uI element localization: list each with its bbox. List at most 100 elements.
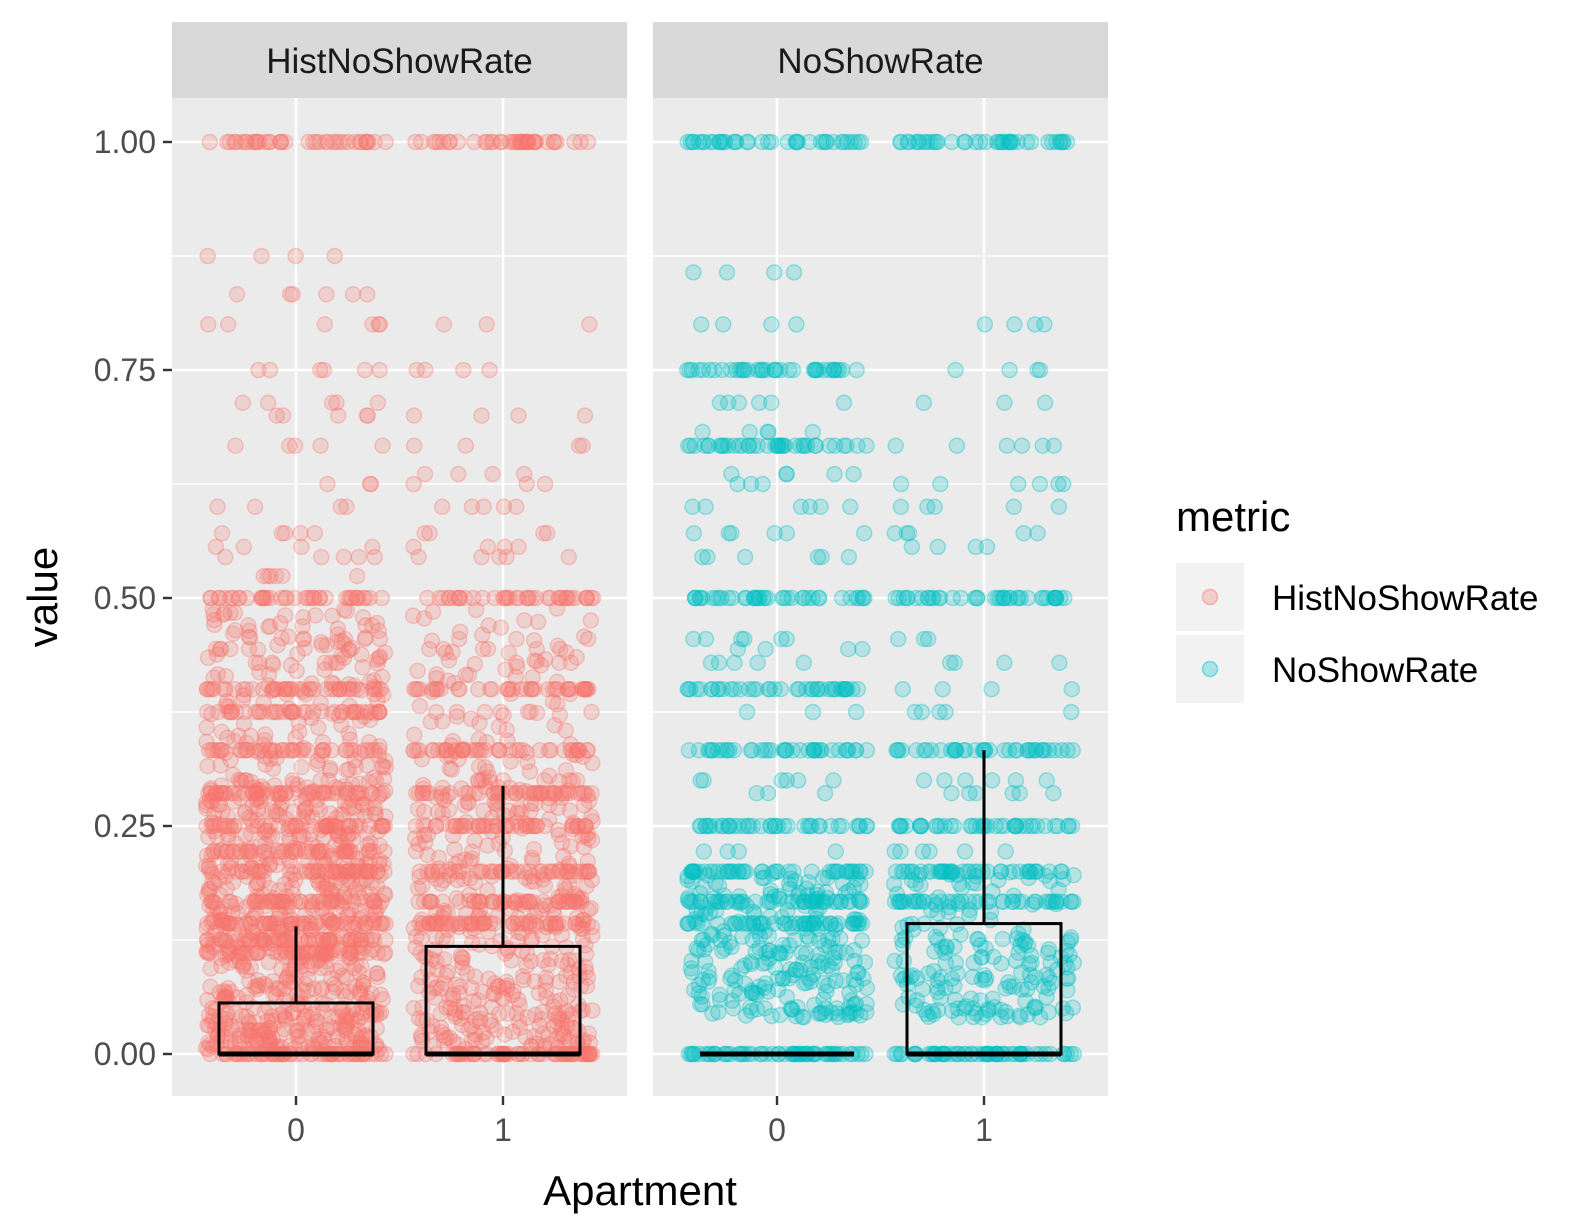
- point: [558, 1003, 576, 1020]
- point: [351, 910, 369, 928]
- point: [535, 866, 553, 883]
- point: [352, 944, 370, 962]
- point: [281, 852, 298, 870]
- point: [368, 614, 386, 632]
- point: [555, 847, 572, 865]
- point: [364, 915, 381, 932]
- point: [346, 978, 364, 995]
- point: [237, 680, 255, 698]
- point: [941, 654, 959, 672]
- point: [339, 1014, 357, 1031]
- point: [200, 784, 217, 802]
- point: [1050, 498, 1068, 516]
- point: [419, 846, 436, 864]
- point: [249, 971, 267, 989]
- point: [423, 632, 441, 649]
- point: [240, 1015, 258, 1032]
- point: [198, 847, 216, 864]
- point: [473, 407, 490, 424]
- point: [340, 941, 358, 959]
- point: [312, 843, 330, 860]
- point: [336, 794, 354, 811]
- point: [302, 783, 320, 801]
- point: [276, 942, 294, 960]
- point: [199, 931, 216, 949]
- legend-title: metric: [1176, 493, 1290, 540]
- point: [711, 394, 729, 412]
- point: [1029, 361, 1046, 379]
- point: [253, 778, 270, 795]
- point: [312, 361, 329, 379]
- point: [371, 361, 388, 379]
- point: [260, 133, 278, 151]
- point: [205, 1038, 222, 1055]
- point: [302, 589, 320, 607]
- point: [751, 939, 768, 957]
- point: [323, 884, 341, 902]
- point: [285, 865, 302, 883]
- point: [214, 911, 231, 928]
- point: [348, 1005, 365, 1022]
- point: [244, 797, 262, 815]
- point: [246, 1029, 264, 1047]
- point: [685, 630, 702, 648]
- point: [299, 808, 317, 826]
- x-tick-label: 1: [494, 1112, 512, 1148]
- point: [335, 843, 352, 860]
- point: [219, 915, 237, 932]
- point: [257, 915, 274, 932]
- point: [324, 941, 342, 958]
- point: [576, 407, 594, 424]
- point: [1017, 992, 1034, 1010]
- point: [272, 784, 289, 802]
- point: [892, 817, 909, 835]
- point: [312, 633, 330, 651]
- point: [298, 786, 316, 803]
- point: [955, 742, 973, 759]
- point: [943, 133, 961, 151]
- point: [248, 133, 266, 151]
- point: [492, 619, 510, 636]
- point: [263, 1008, 281, 1025]
- point: [217, 933, 235, 950]
- point: [469, 909, 487, 926]
- point: [283, 703, 301, 721]
- point: [228, 938, 246, 956]
- point: [230, 916, 247, 934]
- point: [333, 897, 350, 915]
- point: [275, 703, 292, 721]
- point: [217, 548, 234, 566]
- point: [256, 843, 273, 860]
- point: [220, 830, 237, 847]
- point: [323, 893, 340, 910]
- point: [289, 840, 307, 858]
- point: [540, 767, 558, 785]
- point: [714, 316, 732, 333]
- point: [316, 856, 334, 873]
- point: [258, 850, 276, 868]
- point: [309, 791, 326, 809]
- point: [351, 984, 369, 1001]
- point: [307, 857, 325, 875]
- point: [553, 789, 570, 807]
- point: [362, 1028, 380, 1046]
- point: [1008, 817, 1025, 835]
- point: [331, 827, 349, 845]
- point: [277, 1009, 294, 1027]
- point: [287, 729, 304, 747]
- point: [325, 976, 343, 993]
- point: [263, 1012, 280, 1030]
- point: [363, 891, 380, 909]
- point: [224, 843, 241, 861]
- point: [750, 978, 768, 995]
- point: [342, 703, 360, 721]
- point: [309, 872, 327, 890]
- point: [254, 703, 272, 721]
- point: [730, 913, 748, 931]
- point: [235, 686, 253, 704]
- point: [339, 871, 357, 888]
- point: [211, 589, 228, 607]
- point: [233, 773, 250, 791]
- point: [376, 843, 393, 860]
- point: [278, 589, 295, 607]
